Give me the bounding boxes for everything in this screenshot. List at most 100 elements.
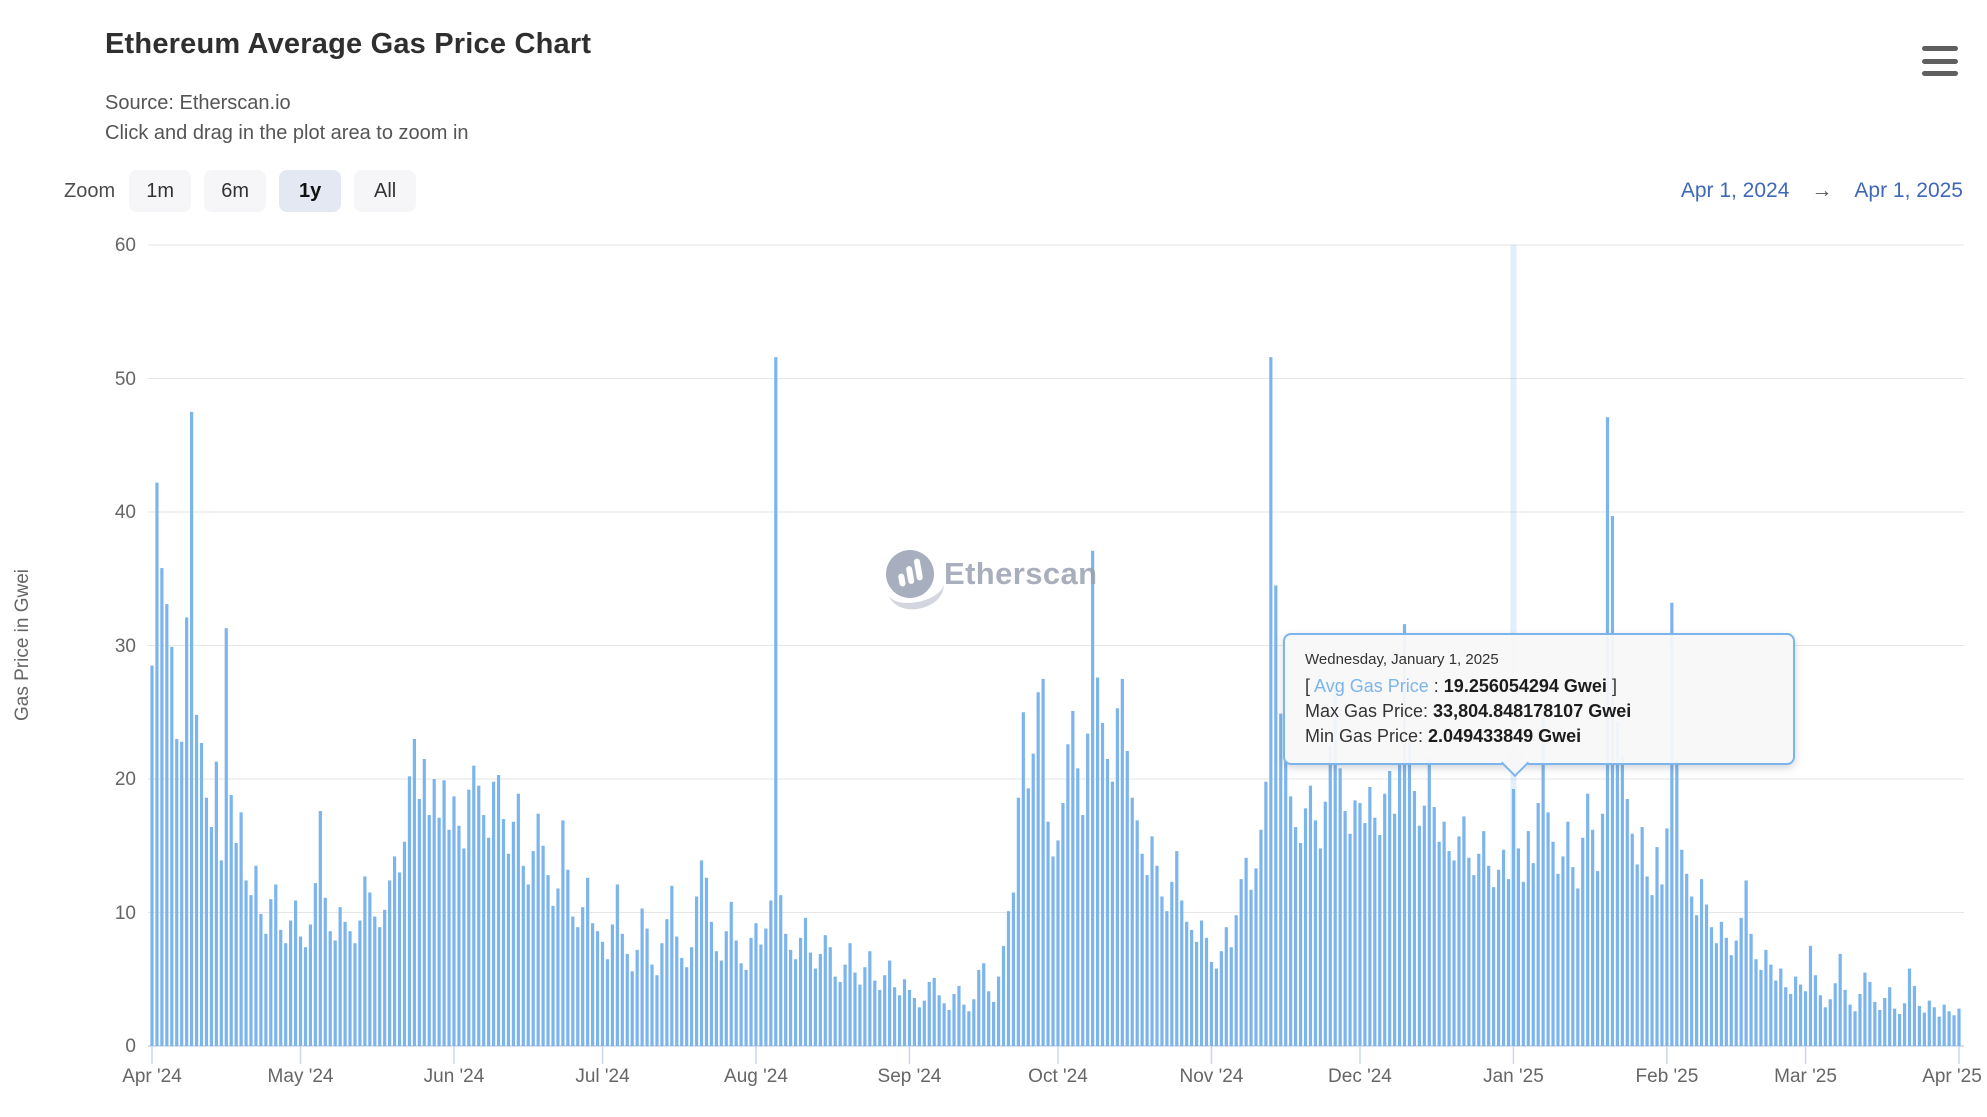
bar[interactable] [388, 880, 392, 1046]
bar[interactable] [1298, 843, 1303, 1046]
bar[interactable] [793, 959, 798, 1046]
bar[interactable] [1397, 762, 1402, 1046]
bar[interactable] [1467, 857, 1471, 1046]
bar[interactable] [1170, 881, 1174, 1046]
bar[interactable] [289, 920, 293, 1046]
bar[interactable] [1076, 768, 1080, 1046]
bar[interactable] [343, 921, 347, 1047]
bar[interactable] [1704, 904, 1709, 1046]
bar[interactable] [1412, 791, 1417, 1046]
bar[interactable] [893, 987, 897, 1046]
bar[interactable] [1566, 821, 1570, 1046]
bar[interactable] [1769, 964, 1773, 1046]
bar[interactable] [1130, 797, 1134, 1046]
bar[interactable] [1912, 985, 1917, 1046]
bar[interactable] [392, 856, 397, 1046]
bar[interactable] [1031, 753, 1035, 1046]
bar[interactable] [1180, 900, 1184, 1047]
bar[interactable] [635, 949, 639, 1046]
bar[interactable] [1719, 921, 1723, 1047]
bar[interactable] [957, 985, 961, 1046]
bar[interactable] [1264, 781, 1268, 1046]
bar[interactable] [155, 482, 159, 1046]
bar[interactable] [160, 568, 164, 1046]
bar[interactable] [1665, 828, 1669, 1046]
bar[interactable] [437, 817, 441, 1046]
bar[interactable] [1452, 860, 1456, 1046]
bar[interactable] [1021, 712, 1025, 1046]
zoom-button-1y[interactable]: 1y [279, 170, 342, 212]
bar[interactable] [907, 989, 912, 1046]
bar[interactable] [1194, 941, 1199, 1046]
bar[interactable] [749, 937, 753, 1046]
bar[interactable] [967, 1011, 971, 1046]
bar[interactable] [1333, 686, 1337, 1046]
bar[interactable] [165, 604, 169, 1046]
bar[interactable] [927, 981, 931, 1046]
bar[interactable] [863, 967, 867, 1047]
bar[interactable] [1155, 865, 1159, 1046]
bar[interactable] [1437, 841, 1441, 1046]
bar[interactable] [625, 953, 629, 1046]
bar[interactable] [1818, 995, 1822, 1046]
bar[interactable] [308, 924, 313, 1046]
bar[interactable] [818, 953, 822, 1046]
bar[interactable] [937, 995, 941, 1046]
bar[interactable] [1244, 857, 1248, 1046]
bar[interactable] [477, 785, 481, 1046]
bar[interactable] [1160, 896, 1164, 1046]
bar[interactable] [1576, 888, 1580, 1046]
bar[interactable] [1600, 813, 1605, 1046]
bar[interactable] [452, 796, 456, 1046]
bar[interactable] [1417, 825, 1421, 1047]
bar[interactable] [1932, 1007, 1936, 1046]
bar[interactable] [516, 793, 520, 1046]
bar[interactable] [685, 967, 689, 1047]
bar[interactable] [694, 896, 699, 1046]
bar[interactable] [1229, 947, 1233, 1046]
bar[interactable] [1477, 853, 1481, 1046]
bar[interactable] [1462, 816, 1466, 1046]
bar[interactable] [987, 991, 991, 1046]
bar[interactable] [1199, 920, 1204, 1046]
bar[interactable] [897, 995, 902, 1046]
bar[interactable] [1046, 821, 1050, 1046]
bar[interactable] [1927, 1000, 1931, 1046]
bar[interactable] [1219, 951, 1223, 1046]
bar[interactable] [1506, 879, 1511, 1047]
bar[interactable] [789, 949, 793, 1046]
bar[interactable] [1402, 624, 1407, 1046]
bar[interactable] [1036, 692, 1040, 1046]
bar[interactable] [214, 761, 218, 1046]
bar[interactable] [1071, 710, 1075, 1046]
bar[interactable] [1204, 937, 1209, 1046]
bar[interactable] [769, 900, 773, 1047]
bar[interactable] [1714, 943, 1719, 1047]
bar[interactable] [977, 969, 981, 1046]
bar[interactable] [1957, 1008, 1961, 1046]
bar[interactable] [407, 776, 412, 1046]
bar[interactable] [1318, 848, 1322, 1046]
bar[interactable] [1442, 821, 1446, 1046]
bar[interactable] [1813, 975, 1818, 1046]
bar[interactable] [1378, 835, 1382, 1046]
bar[interactable] [996, 976, 1001, 1046]
bar[interactable] [536, 813, 540, 1046]
bar[interactable] [402, 841, 407, 1046]
bar[interactable] [368, 892, 372, 1047]
bar[interactable] [333, 940, 337, 1046]
bar[interactable] [1541, 713, 1545, 1046]
bar[interactable] [665, 919, 669, 1046]
bar[interactable] [1056, 840, 1060, 1046]
bar[interactable] [868, 951, 872, 1046]
bar[interactable] [1531, 863, 1535, 1046]
bar[interactable] [650, 964, 654, 1046]
bar[interactable] [1873, 1001, 1877, 1046]
zoom-button-1m[interactable]: 1m [129, 170, 192, 212]
bar[interactable] [680, 957, 684, 1046]
bar[interactable] [655, 975, 659, 1046]
bar[interactable] [204, 797, 209, 1046]
bar[interactable] [457, 825, 461, 1047]
bar[interactable] [506, 853, 511, 1046]
bar[interactable] [586, 877, 590, 1046]
